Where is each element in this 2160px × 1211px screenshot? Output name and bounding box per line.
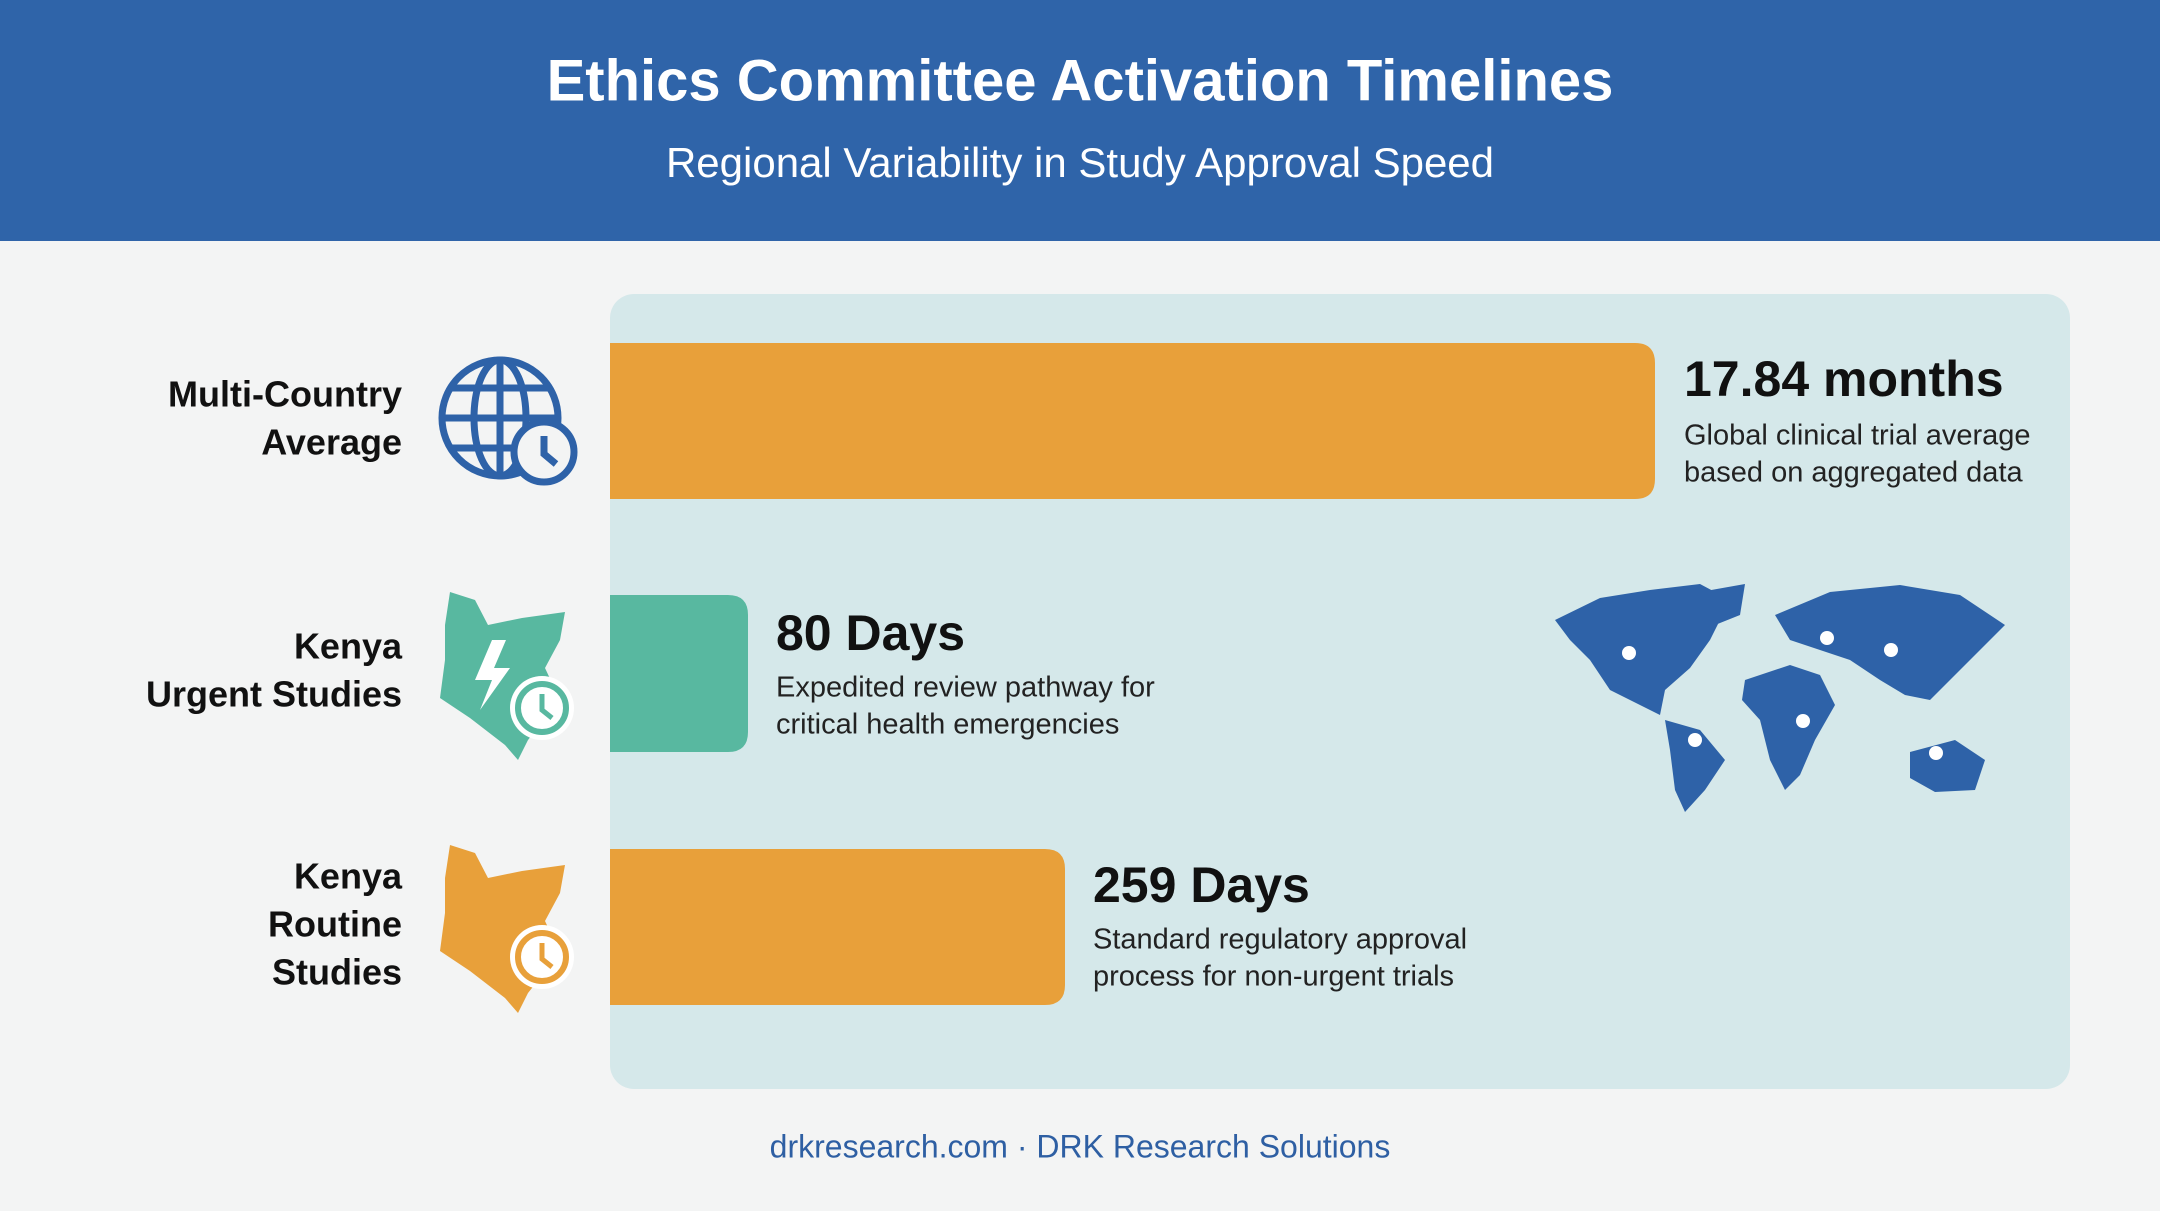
row-label: Multi-Country	[168, 374, 402, 415]
row-description: Global clinical trial average	[1684, 420, 2031, 452]
row-description: critical health emergencies	[776, 709, 1119, 741]
row-label: Urgent Studies	[146, 674, 402, 715]
row-description: process for non-urgent trials	[1093, 961, 1454, 993]
bar	[610, 343, 1655, 499]
header-band	[0, 0, 2160, 241]
row-label: Kenya	[294, 626, 403, 667]
bar	[610, 595, 748, 752]
row-value: 80 Days	[776, 605, 965, 661]
row-description: Expedited review pathway for	[776, 672, 1155, 704]
row-description: Standard regulatory approval	[1093, 924, 1467, 956]
bar	[610, 849, 1065, 1005]
world-map	[1555, 584, 2005, 812]
row-label: Studies	[272, 952, 402, 993]
globe-icon	[438, 356, 578, 486]
map-pins	[1622, 631, 1943, 760]
title: Ethics Committee Activation Timelines	[547, 48, 1614, 113]
row-label: Kenya	[294, 856, 403, 897]
row-value: 259 Days	[1093, 857, 1310, 913]
row-label: Routine	[268, 904, 402, 945]
footer: drkresearch.com · DRK Research Solutions	[770, 1128, 1391, 1164]
kenya-urgent-icon	[440, 592, 574, 760]
row-value: 17.84 months	[1684, 351, 2004, 407]
row-description: based on aggregated data	[1684, 457, 2023, 489]
subtitle: Regional Variability in Study Approval S…	[666, 139, 1494, 186]
row-label: Average	[261, 422, 402, 463]
kenya-routine-icon	[440, 845, 574, 1013]
